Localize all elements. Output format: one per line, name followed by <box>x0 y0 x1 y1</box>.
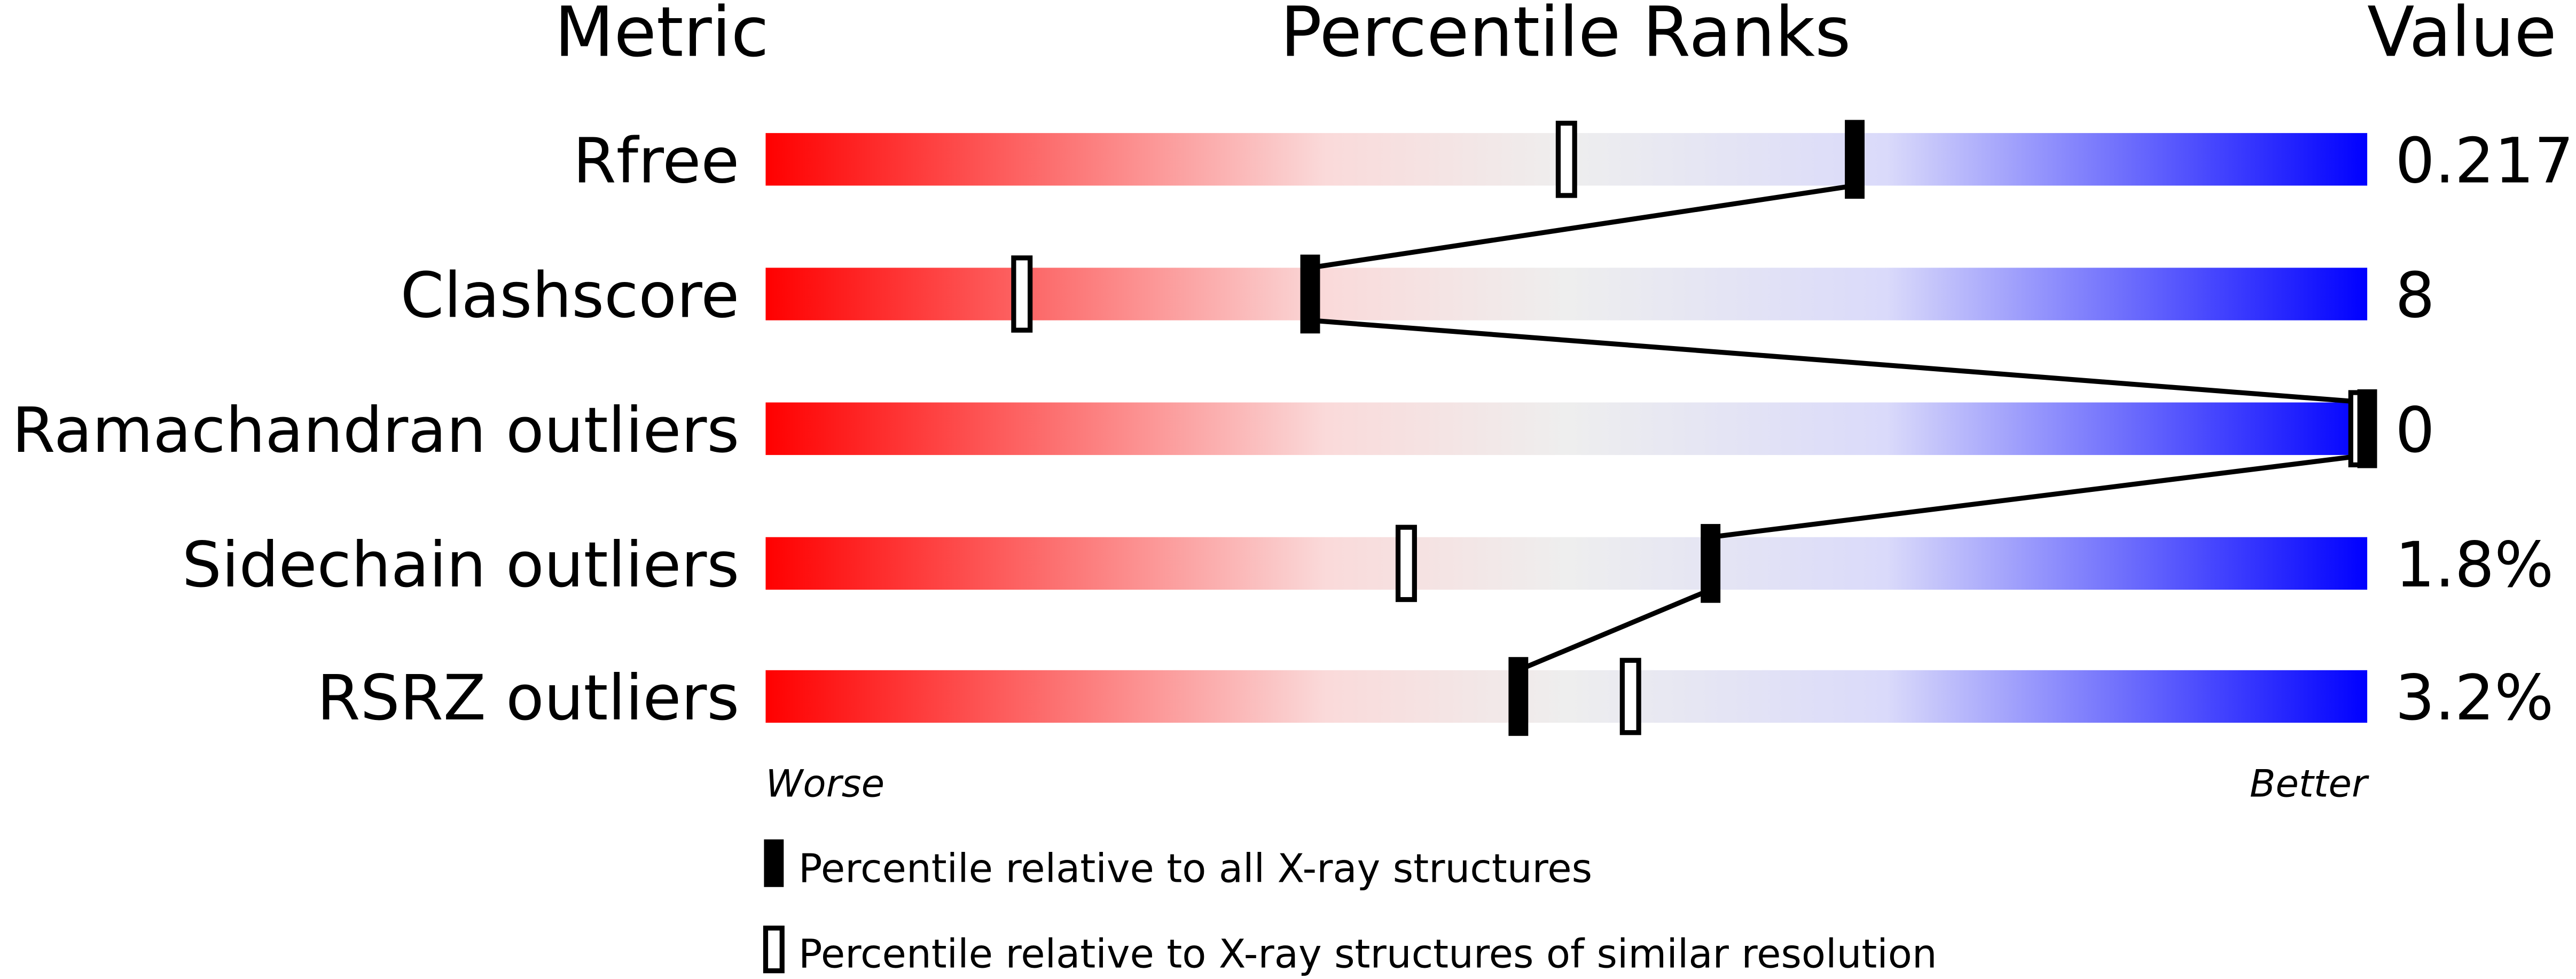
connector-line <box>1310 318 2368 405</box>
legend-filled-marker <box>764 839 784 887</box>
metric-value: 3.2% <box>2395 662 2554 734</box>
metric-label: Ramachandran outliers <box>12 394 739 467</box>
metric-label: Clashscore <box>401 260 740 332</box>
metric-value: 0.217 <box>2395 124 2574 197</box>
header-value: Value <box>2367 0 2557 73</box>
metric-label: Rfree <box>573 124 740 197</box>
connector-line <box>1310 183 1855 270</box>
all-structures-marker <box>2357 389 2377 468</box>
connector-line <box>1517 587 1712 673</box>
legend-all: Percentile relative to all X-ray structu… <box>798 846 1592 892</box>
connector-line <box>1710 452 2368 540</box>
header-metric: Metric <box>554 0 769 73</box>
legend-similar: Percentile relative to X-ray structures … <box>798 931 1937 977</box>
header-percentile: Percentile Ranks <box>1280 0 1851 73</box>
all-structures-marker <box>1845 120 1865 199</box>
percentile-bar <box>765 268 2368 320</box>
similar-resolution-marker <box>1555 121 1577 198</box>
all-structures-marker <box>1300 254 1320 334</box>
legend-hollow-marker <box>763 926 785 974</box>
all-structures-marker <box>1701 524 1721 603</box>
better-label: Better <box>2250 762 2369 806</box>
metric-value: 1.8% <box>2395 529 2554 601</box>
metric-label: RSRZ outliers <box>317 662 739 734</box>
percentile-bar <box>765 537 2368 590</box>
worse-label: Worse <box>765 762 884 806</box>
metric-label: Sidechain outliers <box>182 529 739 601</box>
all-structures-marker <box>1508 657 1529 736</box>
percentile-bar <box>765 670 2368 723</box>
metric-value: 0 <box>2395 394 2434 467</box>
similar-resolution-marker <box>1395 524 1417 602</box>
similar-resolution-marker <box>1619 657 1641 735</box>
percentile-bar <box>765 402 2368 455</box>
metric-value: 8 <box>2395 260 2434 332</box>
similar-resolution-marker <box>1011 255 1033 333</box>
